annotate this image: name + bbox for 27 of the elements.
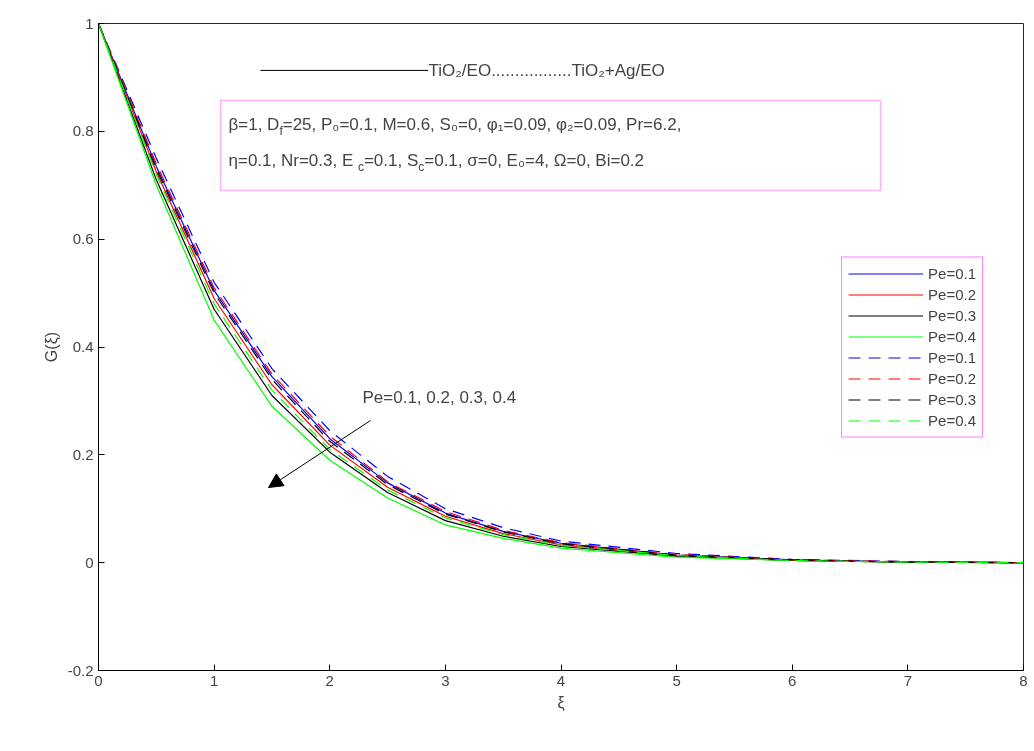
x-tick-label: 4 [556,671,566,689]
y-tick-label: 1 [85,14,94,32]
legend-label: Pe=0.3 [928,306,976,324]
y-tick-label: 0.2 [72,445,94,463]
legend-label: Pe=0.3 [928,390,976,408]
x-tick-label: 6 [788,671,797,689]
legend-label: Pe=0.4 [928,411,976,429]
x-tick-label: 7 [903,671,913,689]
x-axis-title: ξ [557,693,565,712]
y-tick-label: 0.6 [72,230,94,248]
y-tick-label: 0.8 [72,122,94,140]
legend-label: Pe=0.1 [928,348,976,366]
x-tick-label: 5 [672,671,681,689]
x-tick-label: 3 [441,671,450,689]
y-tick-label: 0 [85,553,94,571]
x-tick-label: 2 [325,671,334,689]
legend-label: Pe=0.2 [928,369,976,387]
legend-label: Pe=0.4 [928,327,976,345]
annotation: Pe=0.1, 0.2, 0.3, 0.4 [362,388,517,407]
y-axis-title: G(ξ) [42,331,61,363]
annotation: TiO₂/EO.................TiO₂+Ag/EO [428,61,665,80]
y-tick-label: 0.4 [72,338,94,355]
y-tick-label: -0.2 [67,661,94,679]
x-tick-label: 1 [209,671,219,689]
legend-label: Pe=0.2 [928,285,976,303]
x-tick-label: 8 [1019,671,1028,689]
legend-label: Pe=0.1 [928,264,976,282]
